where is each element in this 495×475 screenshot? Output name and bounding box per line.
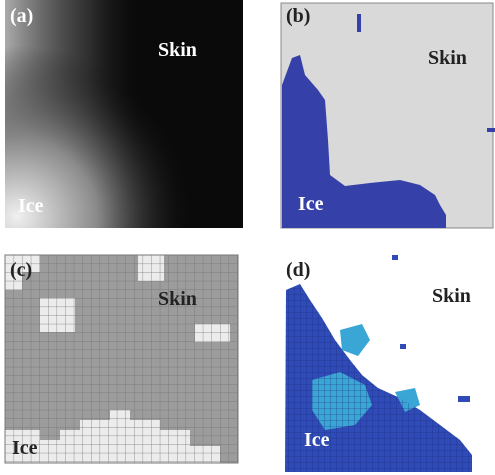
- region-label: Skin: [428, 47, 467, 69]
- speck: [458, 396, 470, 402]
- panel-label: (a): [10, 5, 33, 27]
- panel-b: (b) Skin Ice: [281, 3, 495, 228]
- panel-a: (a) Skin Ice: [5, 0, 243, 228]
- region-label: Ice: [18, 195, 44, 217]
- figure: (a) Skin Ice (b) Skin Ice (c) Skin Ice (…: [0, 0, 495, 475]
- speck: [392, 255, 398, 260]
- panel-d: (d) Skin Ice: [285, 255, 472, 472]
- region-label: Ice: [12, 437, 38, 459]
- speck: [400, 344, 406, 349]
- region-label: Skin: [158, 288, 197, 310]
- panel-label: (d): [286, 259, 310, 281]
- grid: [5, 255, 238, 463]
- region-label: Ice: [304, 429, 330, 451]
- texture: [5, 0, 243, 228]
- panel-c: (c) Skin Ice: [5, 255, 238, 463]
- panel-label: (c): [10, 259, 32, 281]
- speck: [357, 14, 361, 32]
- region-label: Skin: [158, 39, 197, 61]
- region-label: Ice: [298, 193, 324, 215]
- region-label: Skin: [432, 285, 471, 307]
- inner-patch: [340, 324, 370, 356]
- page: (a) Skin Ice (b) Skin Ice (c) Skin Ice (…: [0, 0, 495, 475]
- panel-label: (b): [286, 5, 310, 27]
- speck: [487, 128, 495, 132]
